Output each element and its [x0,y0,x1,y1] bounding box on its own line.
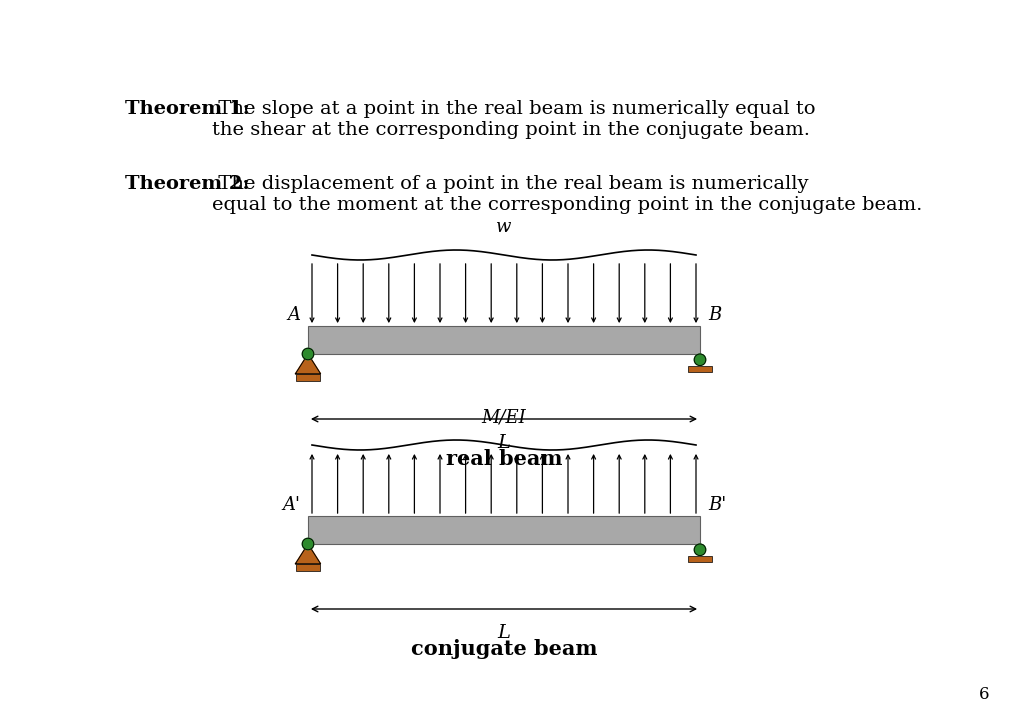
Bar [688,555,712,562]
Text: L: L [498,624,511,642]
Text: A: A [287,306,300,324]
Text: B': B' [708,496,726,514]
Text: Theorem 1:: Theorem 1: [125,100,250,118]
Circle shape [694,354,706,366]
Text: A': A' [282,496,300,514]
Bar [308,516,700,544]
Polygon shape [295,354,321,374]
Text: 6: 6 [979,686,989,703]
Circle shape [694,544,706,555]
Bar [296,374,319,380]
Polygon shape [295,544,321,564]
Bar [308,326,700,354]
Text: L: L [498,434,511,452]
Circle shape [302,348,313,360]
Circle shape [302,538,313,549]
Text: B: B [708,306,721,324]
Text: M/EI: M/EI [481,408,526,426]
Text: The slope at a point in the real beam is numerically equal to
the shear at the c: The slope at a point in the real beam is… [212,100,815,139]
Text: Theorem 2:: Theorem 2: [125,175,250,193]
Text: w: w [497,218,512,236]
Text: conjugate beam: conjugate beam [411,639,597,659]
Bar [688,366,712,372]
Text: The displacement of a point in the real beam is numerically
equal to the moment : The displacement of a point in the real … [212,175,923,214]
Bar [296,564,319,570]
Text: real beam: real beam [445,449,562,469]
